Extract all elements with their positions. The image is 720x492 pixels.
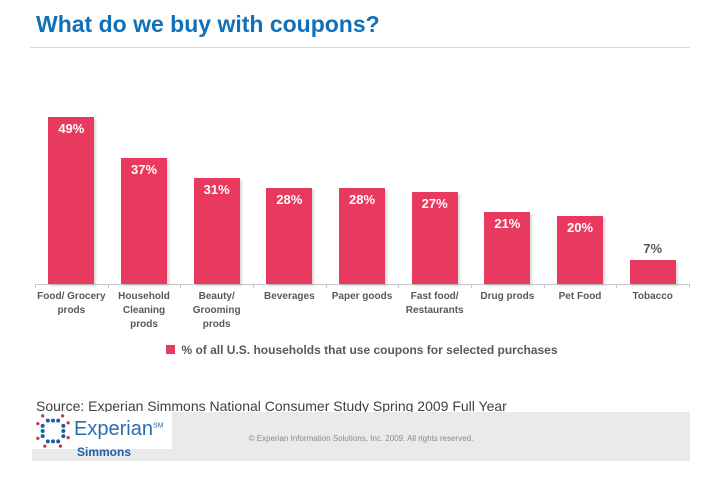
- bar-slot: 20%: [544, 96, 617, 284]
- bar-slot: 28%: [326, 96, 399, 284]
- title-divider: [30, 47, 690, 48]
- category-label: Tobacco: [632, 291, 673, 302]
- bar-value-label: 49%: [58, 120, 85, 136]
- source-text: Source: Experian Simmons National Consum…: [36, 398, 507, 414]
- plot-area: 49% 37% 31% 28% 28% 27% 21% 20% 7%: [35, 96, 690, 288]
- category-label: Paper goods: [331, 291, 393, 302]
- page-title: What do we buy with coupons?: [36, 11, 380, 37]
- brand-text: ExperianSM: [74, 418, 163, 441]
- bar-value-label: 28%: [276, 192, 303, 208]
- brand-name: Experian: [74, 418, 153, 440]
- category-label: Household Cleaning prods: [118, 291, 170, 330]
- axis-tick: [180, 284, 182, 288]
- bar: 20%: [557, 215, 604, 284]
- bar-slot: 28%: [253, 96, 326, 284]
- axis-tick: [471, 284, 472, 288]
- logo-panel: ExperianSM: [32, 412, 172, 449]
- axis-tick: [35, 284, 36, 288]
- bar: 21%: [484, 212, 531, 284]
- bar: 7%: [629, 241, 676, 284]
- bar-value-label: 31%: [203, 182, 230, 198]
- bar-value-label: 20%: [567, 219, 594, 235]
- legend-swatch-icon: [166, 345, 176, 354]
- bar-slot: 27%: [398, 96, 471, 284]
- sub-brand-text: Simmons: [77, 445, 132, 459]
- bar-value-label: 7%: [643, 241, 663, 257]
- experian-logo-icon: [36, 414, 70, 448]
- bar-slot: 31%: [180, 96, 253, 284]
- legend-label: % of all U.S. households that use coupon…: [181, 342, 558, 357]
- legend: % of all U.S. households that use coupon…: [35, 341, 689, 359]
- category-label: Fast food/ Restaurants: [405, 291, 464, 316]
- bar-slot: 7%: [616, 96, 689, 284]
- axis-tick: [253, 284, 254, 288]
- axis-tick: [107, 284, 109, 288]
- bar: 37%: [121, 157, 167, 284]
- bar: 31%: [193, 178, 240, 284]
- bar-slot: 49%: [35, 96, 108, 284]
- category-label: Beverages: [264, 291, 315, 302]
- bar: 27%: [411, 191, 458, 284]
- axis-tick: [689, 284, 690, 288]
- category-label: Food/ Grocery prods: [37, 291, 106, 316]
- copyright-text: © Experian Information Solutions, Inc. 2…: [248, 434, 474, 443]
- brand-servicemark: SM: [152, 422, 164, 430]
- bar-value-label: 28%: [349, 192, 376, 208]
- axis-tick: [543, 284, 545, 288]
- axis-tick: [325, 284, 327, 288]
- axis-tick: [616, 284, 618, 288]
- category-label: Beauty/ Grooming prods: [192, 291, 241, 330]
- bar-value-label: 21%: [494, 216, 521, 232]
- bar-value-label: 37%: [130, 161, 158, 177]
- axis-tick: [398, 284, 400, 288]
- bar-value-label: 27%: [421, 195, 448, 211]
- bar: 28%: [339, 188, 386, 284]
- bar: 28%: [266, 188, 313, 284]
- category-label: Drug prods: [480, 291, 535, 302]
- category-label: Pet Food: [558, 291, 602, 302]
- bar-slot: 37%: [108, 96, 181, 284]
- footer-bar: ExperianSM Simmons © Experian Informatio…: [32, 412, 690, 461]
- bar-slot: 21%: [471, 96, 544, 284]
- bar: 49%: [48, 116, 95, 284]
- category-row: Food/ Grocery prods Household Cleaning pr…: [35, 290, 689, 332]
